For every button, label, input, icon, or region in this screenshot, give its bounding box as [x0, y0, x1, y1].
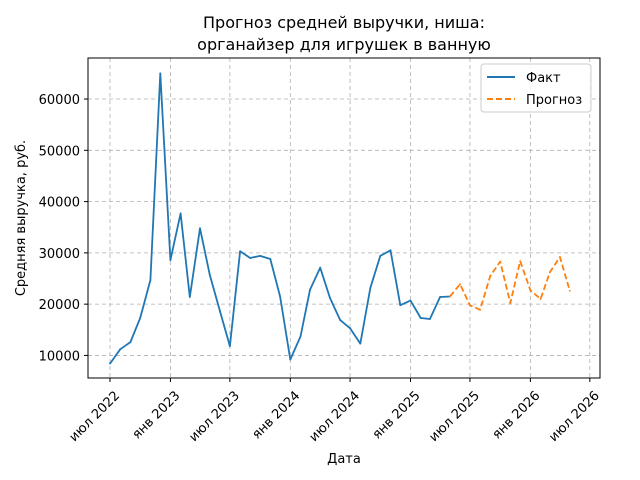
series-1-point-9 [539, 298, 542, 300]
y-tick-label-3: 40000 [39, 196, 80, 211]
series-1-point-3 [479, 308, 481, 311]
series-0-point-22 [329, 297, 331, 299]
chart-title-line-2: органайзер для игрушек в ванную [197, 35, 491, 54]
series-0-point-6 [169, 259, 172, 261]
x-tick-label-5: янв 2025 [370, 388, 424, 442]
series-line-1 [449, 256, 571, 311]
series-1-point-6 [509, 302, 512, 304]
series-0-point-14 [249, 257, 252, 259]
x-tick-label-6: июл 2025 [426, 388, 483, 445]
series-0-point-13 [239, 250, 242, 253]
series-1-point-4 [489, 275, 492, 277]
series-0-point-19 [299, 335, 302, 338]
series-0-point-33 [439, 296, 441, 298]
series-0-point-15 [259, 255, 261, 257]
grid [88, 58, 600, 378]
series-0-point-24 [349, 327, 351, 330]
series-0-point-30 [409, 299, 412, 302]
series-0-point-32 [429, 318, 431, 320]
series-0-point-31 [419, 317, 422, 319]
chart-title-line-1: Прогноз средней выручки, ниша: [203, 13, 485, 32]
series-1-point-12 [568, 289, 571, 292]
legend: Факт Прогноз [480, 63, 592, 113]
series-0-point-26 [369, 286, 372, 289]
series-0-point-20 [309, 288, 311, 291]
series-0-point-3 [139, 317, 142, 319]
series-0-point-16 [269, 258, 272, 260]
series-0-point-9 [199, 227, 201, 230]
series-0-point-5 [159, 72, 162, 75]
series-0-point-0 [109, 362, 111, 365]
series-line-0 [109, 72, 450, 365]
x-tick-label-0: июл 2022 [67, 388, 124, 445]
series-0-point-21 [319, 266, 322, 269]
series-1-point-10 [548, 271, 551, 274]
series-0-point-7 [179, 212, 182, 215]
legend-label-forecast: Прогноз [526, 93, 582, 108]
x-tick-label-1: янв 2023 [130, 388, 184, 442]
x-tick-label-8: июл 2026 [546, 388, 603, 445]
x-tick-label-4: июл 2024 [307, 388, 364, 445]
series-0-point-27 [379, 255, 382, 257]
x-tick-label-7: янв 2026 [490, 388, 544, 442]
series-0-point-25 [359, 342, 362, 345]
series-1-point-7 [519, 260, 522, 262]
series-0-point-1 [119, 348, 122, 351]
series-0-point-12 [229, 345, 231, 348]
series-1-point-8 [529, 289, 532, 292]
plot-frame [87, 57, 601, 379]
series-0-point-11 [219, 310, 221, 313]
legend-label-fact: Факт [526, 71, 561, 86]
y-tick-label-4: 50000 [39, 144, 80, 159]
x-tick-label-3: янв 2024 [249, 388, 303, 442]
series-0-point-23 [339, 319, 342, 321]
series-0-point-2 [129, 341, 132, 343]
y-tick-label-2: 30000 [39, 247, 80, 262]
y-tick-label-5: 60000 [39, 93, 80, 108]
series-0-point-8 [188, 296, 191, 298]
series-0-point-29 [399, 304, 402, 307]
series-0-point-18 [289, 358, 292, 361]
series-1-point-1 [459, 283, 461, 286]
series-1-point-11 [559, 256, 561, 258]
series-0-point-28 [389, 249, 392, 252]
x-tick-label-2: июл 2023 [186, 388, 243, 445]
series-1-point-5 [499, 260, 502, 263]
y-tick-label-0: 10000 [39, 349, 80, 364]
series-1-point-0 [449, 295, 451, 298]
series-layer [109, 72, 571, 365]
x-axis-label: Дата [327, 452, 361, 467]
series-1-point-2 [469, 304, 471, 307]
series-0-point-10 [208, 274, 211, 276]
y-axis-label: Средняя выручка, руб. [14, 140, 29, 296]
series-0-point-4 [149, 279, 152, 281]
y-tick-label-1: 20000 [39, 298, 80, 313]
series-0-point-17 [279, 295, 281, 298]
